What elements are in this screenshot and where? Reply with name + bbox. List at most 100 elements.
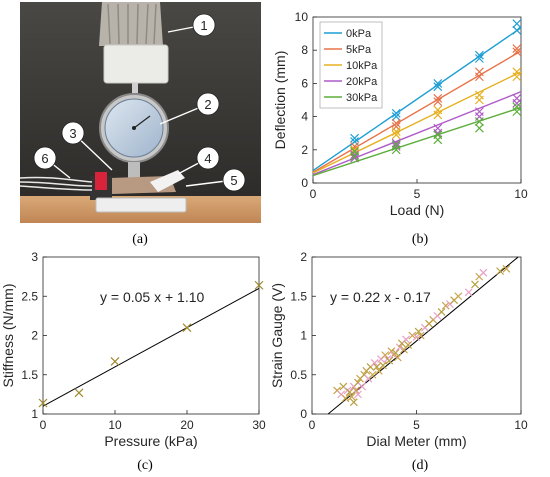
fit-line-20kPa — [312, 91, 522, 176]
data-point — [341, 394, 350, 403]
fit-line-0kPa — [312, 27, 522, 172]
fit-equation: y = 0.05 x + 1.10 — [100, 289, 205, 305]
y-tick-label: 2.5 — [21, 289, 38, 303]
fit-line — [42, 287, 260, 407]
chart-c: 0 10 20 30 1 1.5 2 2.5 3 Pressure (kPa) Stiffness … — [0, 250, 266, 449]
data-point-0kPa — [433, 78, 443, 88]
data-point — [479, 268, 488, 277]
fabric-sleeve-illustration — [99, 2, 163, 46]
y-axis-label: Stiffness (N/mm) — [0, 284, 16, 388]
data-point — [381, 351, 390, 360]
callout-number-4: 4 — [204, 151, 211, 166]
legend-box — [319, 21, 383, 109]
data-point-20kPa — [512, 93, 522, 103]
x-axis-label: Pressure (kPa) — [104, 433, 197, 449]
fit-equation: y = 0.22 x - 0.17 — [330, 289, 431, 305]
data-point-30kPa — [350, 147, 360, 156]
data-point-10kPa — [391, 130, 401, 140]
y-tick-label: 10 — [295, 10, 309, 24]
y-tick-label: 1.5 — [21, 368, 38, 382]
data-point-20kPa — [474, 107, 484, 117]
data-point-5kPa — [474, 67, 484, 77]
y-axis-label: Strain Gauge (V) — [269, 283, 285, 388]
data-point-5kPa — [391, 118, 401, 128]
data-point-10kPa — [512, 67, 522, 77]
data-point — [347, 392, 356, 401]
callout-marker-2 — [196, 92, 220, 116]
data-point — [414, 327, 423, 336]
fit-line-5kPa — [312, 50, 522, 173]
data-point-30kPa — [512, 102, 522, 112]
fit-line — [327, 256, 519, 415]
data-point — [374, 366, 383, 375]
y-tick-label: 3 — [31, 250, 38, 264]
y-tick-label: 6 — [301, 76, 308, 90]
callout-marker-5 — [222, 168, 246, 192]
data-point-0kPa — [391, 112, 401, 122]
data-point — [502, 264, 511, 273]
x-tick-label: 10 — [514, 418, 528, 432]
data-point — [74, 388, 84, 398]
data-point — [254, 280, 264, 290]
data-point-30kPa — [433, 130, 443, 140]
data-point — [345, 388, 354, 396]
data-point-0kPa — [350, 133, 360, 143]
data-point — [182, 323, 192, 333]
data-point — [349, 398, 358, 407]
callout-number-3: 3 — [69, 126, 76, 141]
data-point — [464, 288, 473, 297]
dial-gauge-illustration — [99, 93, 169, 178]
data-point-10kPa — [433, 105, 443, 115]
data-point-30kPa — [474, 117, 484, 127]
data-point — [408, 331, 417, 340]
data-point-10kPa — [474, 90, 484, 100]
data-point — [454, 292, 463, 301]
x-tick-label: 10 — [108, 418, 122, 432]
y-tick-label: 2 — [301, 143, 308, 157]
data-point — [471, 280, 479, 289]
callout-marker-4 — [196, 146, 220, 170]
x-tick-label: 30 — [252, 418, 266, 432]
plot-frame — [42, 256, 260, 415]
data-point — [354, 390, 362, 399]
data-point-0kPa — [474, 54, 484, 63]
y-tick-label: 2 — [31, 329, 38, 343]
cable-illustration — [19, 176, 93, 191]
x-tick-label: 5 — [414, 187, 421, 201]
y-tick-label: 2 — [300, 250, 307, 264]
y-tick-label: 1 — [300, 329, 307, 343]
data-point — [358, 382, 367, 391]
legend-label-20kPa: 20kPa — [346, 76, 378, 88]
x-tick-label: 5 — [413, 418, 420, 432]
panel-label-d: (d) — [412, 458, 429, 473]
panel-a-photo: 1 2 3 4 5 6 — [19, 2, 261, 223]
callout-number-1: 1 — [200, 18, 207, 33]
data-point-0kPa — [391, 108, 401, 118]
data-point — [351, 386, 360, 395]
data-point-30kPa — [391, 140, 401, 150]
data-point-5kPa — [433, 93, 443, 103]
data-point — [370, 359, 379, 367]
data-point — [404, 340, 413, 349]
x-tick-label: 10 — [514, 187, 528, 201]
y-axis-label: Deflection (mm) — [272, 51, 288, 150]
data-point-20kPa — [433, 123, 443, 133]
data-point-10kPa — [391, 127, 401, 136]
x-tick-label: 0 — [40, 418, 47, 432]
data-point-0kPa — [474, 50, 484, 60]
callout-number-6: 6 — [41, 151, 48, 166]
x-tick-label: 20 — [180, 418, 194, 432]
data-point — [437, 308, 446, 316]
x-tick-label: 0 — [310, 187, 317, 201]
data-point-5kPa — [512, 47, 522, 57]
data-point — [393, 353, 402, 362]
data-point — [395, 343, 404, 352]
sensor-assembly-illustration — [90, 170, 187, 213]
data-point-0kPa — [512, 19, 522, 29]
data-point — [372, 362, 381, 371]
shaft-illustration — [132, 83, 138, 93]
data-point — [402, 335, 410, 344]
data-point — [387, 347, 396, 356]
y-tick-label: 1 — [31, 407, 38, 421]
